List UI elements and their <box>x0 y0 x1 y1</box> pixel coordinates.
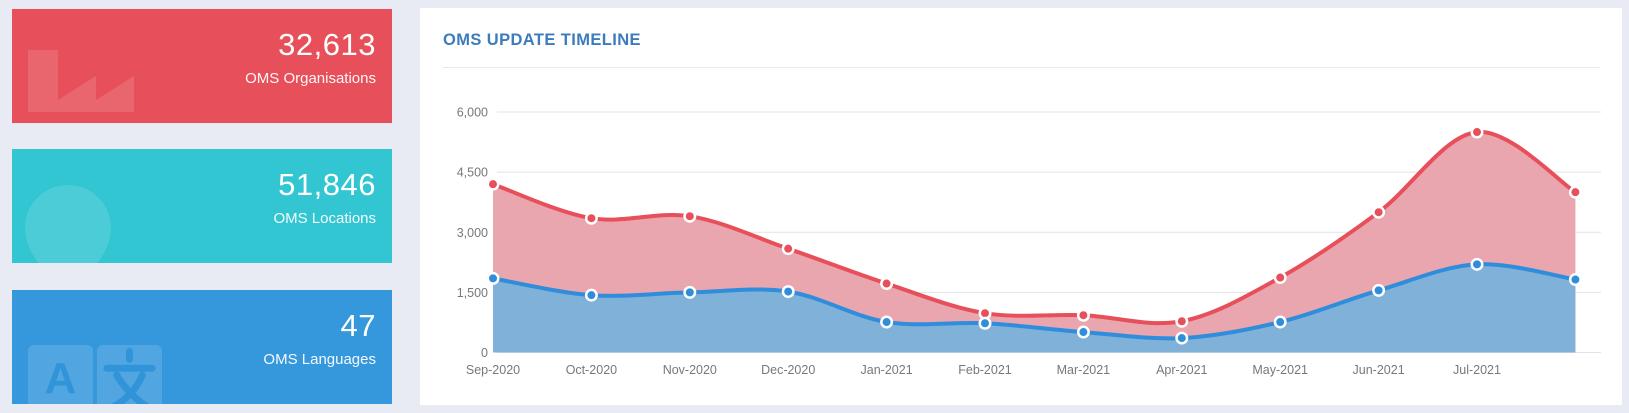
x-axis-tick-label: Mar-2021 <box>1057 363 1111 377</box>
blue-series-line <box>491 262 1578 341</box>
blue-series-point[interactable] <box>1374 286 1383 295</box>
blue-series-point[interactable] <box>587 291 596 300</box>
red-series-point[interactable] <box>1079 311 1088 320</box>
x-axis-tick-label: Feb-2021 <box>958 363 1012 377</box>
blue-series-point[interactable] <box>685 288 694 297</box>
x-axis-tick-label: Apr-2021 <box>1156 363 1207 377</box>
y-axis-tick-label: 0 <box>481 346 488 360</box>
y-axis-tick-label: 6,000 <box>457 106 488 120</box>
blue-series-point[interactable] <box>882 318 891 327</box>
red-series-point[interactable] <box>1473 128 1481 137</box>
red-series-point[interactable] <box>1177 317 1186 326</box>
stat-label: OMS Locations <box>273 210 376 227</box>
stat-label: OMS Organisations <box>245 70 376 87</box>
y-axis-tick-label: 3,000 <box>457 226 488 240</box>
factory-icon <box>28 50 134 112</box>
blue-series-point[interactable] <box>489 274 497 283</box>
red-series-point[interactable] <box>685 212 694 221</box>
red-series-point[interactable] <box>882 279 891 288</box>
red-series-point[interactable] <box>1571 188 1580 197</box>
blue-series-point[interactable] <box>1473 260 1481 269</box>
blue-series-point[interactable] <box>784 287 793 296</box>
cjk-glyph <box>103 348 156 404</box>
red-series-point[interactable] <box>489 180 497 189</box>
blue-series-point[interactable] <box>1276 318 1285 327</box>
x-axis-tick-label: Jan-2021 <box>861 363 913 377</box>
panel-title-divider <box>443 67 1600 68</box>
x-axis-tick-label: Nov-2020 <box>663 363 717 377</box>
blue-series-point[interactable] <box>981 319 989 328</box>
x-axis-tick-label: Dec-2020 <box>761 363 815 377</box>
stat-value: 32,613 <box>278 27 376 62</box>
letter-a-glyph: A <box>44 354 77 403</box>
x-axis-tick-label: Jul-2021 <box>1453 363 1501 377</box>
red-series-point[interactable] <box>1374 208 1383 217</box>
x-axis-tick-label: Sep-2020 <box>466 363 520 377</box>
blue-series-point[interactable] <box>1079 328 1088 337</box>
y-axis-tick-label: 1,500 <box>457 286 488 300</box>
stat-card-locations: 51,846 OMS Locations <box>12 149 392 263</box>
update-timeline-chart[interactable]: 0 1,500 3,000 4,500 6,000 Sep-2020 Oct-2020 Nov… <box>420 8 1622 405</box>
translate-icon-latin-tile: A <box>28 345 93 404</box>
x-axis-tick-label: Oct-2020 <box>566 363 617 377</box>
stat-value: 47 <box>340 308 376 343</box>
translate-icon-cjk-tile <box>97 345 162 404</box>
red-series-point[interactable] <box>1276 273 1285 282</box>
stat-value: 51,846 <box>278 167 376 202</box>
blue-series-area <box>493 264 1576 353</box>
x-axis-tick-label: Jun-2021 <box>1353 363 1405 377</box>
red-series-point[interactable] <box>784 244 793 253</box>
y-axis-tick-label: 4,500 <box>457 166 488 180</box>
red-series-point[interactable] <box>981 309 989 318</box>
stat-label: OMS Languages <box>263 351 376 368</box>
red-series-line <box>491 129 1578 326</box>
location-pin-icon <box>25 185 111 263</box>
blue-series-point[interactable] <box>1177 334 1186 343</box>
panel-title: OMS UPDATE TIMELINE <box>443 31 641 49</box>
stat-card-languages: A 47 OMS Languages <box>12 290 392 404</box>
x-axis-tick-label: May-2021 <box>1252 363 1308 377</box>
oms-update-timeline-panel: OMS UPDATE TIMELINE 0 1,500 3,000 4,500 6,00… <box>420 8 1622 405</box>
stat-card-organisations: 32,613 OMS Organisations <box>12 9 392 123</box>
red-series-point[interactable] <box>587 214 596 223</box>
blue-series-point[interactable] <box>1571 275 1580 284</box>
